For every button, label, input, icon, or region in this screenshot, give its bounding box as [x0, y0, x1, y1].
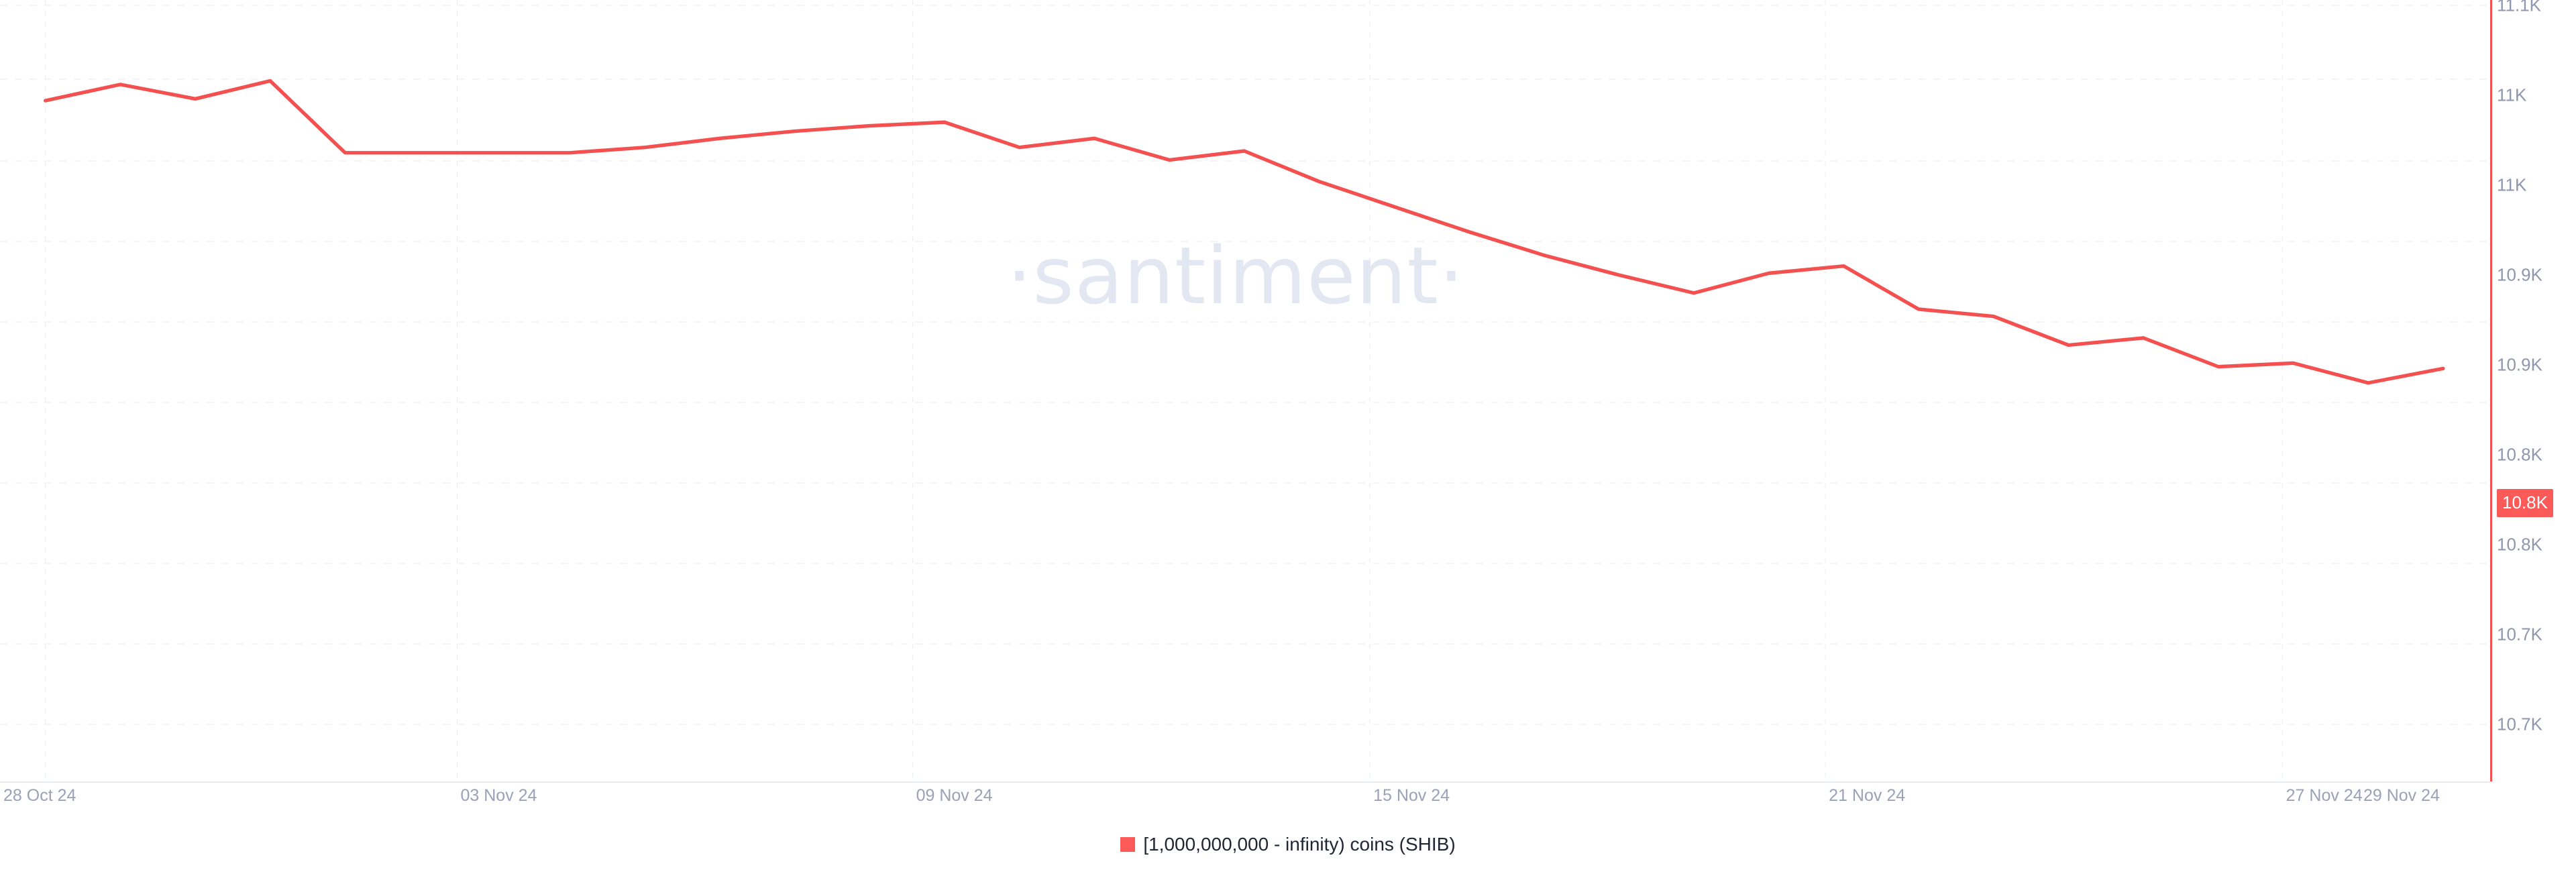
y-axis-tick-label: 10.8K: [2497, 444, 2542, 465]
y-axis-tick-label: 10.9K: [2497, 354, 2542, 375]
x-axis-tick-label: 09 Nov 24: [916, 786, 993, 805]
horizontal-gridlines: [0, 5, 2490, 724]
vertical-gridlines: [46, 0, 2283, 781]
y-axis-tick-label: 10.7K: [2497, 624, 2542, 645]
chart-legend: [1,000,000,000 - infinity) coins (SHIB): [0, 834, 2576, 855]
x-axis-tick-label: 03 Nov 24: [460, 786, 537, 805]
y-axis-tick-labels: 11.1K 11K 11K 10.9K 10.9K 10.8K 10.8K 10.7K 10.7…: [2497, 0, 2576, 781]
y-axis-tick-label: 11K: [2497, 85, 2527, 105]
x-axis-tick-label: 27 Nov 24: [2286, 786, 2363, 805]
legend-item-label: [1,000,000,000 - infinity) coins (SHIB): [1143, 834, 1456, 855]
x-axis-tick-label: 15 Nov 24: [1373, 786, 1450, 805]
y-axis-tick-label: 11K: [2497, 174, 2527, 195]
y-axis-tick-label: 11.1K: [2497, 0, 2542, 15]
y-axis-tick-label: 10.8K: [2497, 534, 2542, 555]
x-axis-tick-label: 21 Nov 24: [1829, 786, 1906, 805]
x-axis-line: [0, 781, 2490, 783]
y-axis-tick-label: 10.9K: [2497, 264, 2542, 285]
square-swatch-icon: [1120, 837, 1136, 852]
y-axis-line: [2490, 0, 2492, 781]
legend-item[interactable]: [1,000,000,000 - infinity) coins (SHIB): [1120, 834, 1456, 855]
x-axis-tick-label: 29 Nov 24: [2363, 786, 2440, 805]
x-axis-tick-label: 28 Oct 24: [3, 786, 76, 805]
series-line-shib: [44, 78, 2445, 385]
current-value-badge: 10.8K: [2497, 489, 2553, 518]
y-axis-tick-label: 10.7K: [2497, 714, 2542, 734]
x-axis-tick-labels: 28 Oct 24 03 Nov 24 09 Nov 24 15 Nov 24 21 N…: [0, 786, 2576, 813]
plot-area: ·santiment·: [0, 0, 2490, 781]
chart-canvas: [0, 0, 2490, 781]
